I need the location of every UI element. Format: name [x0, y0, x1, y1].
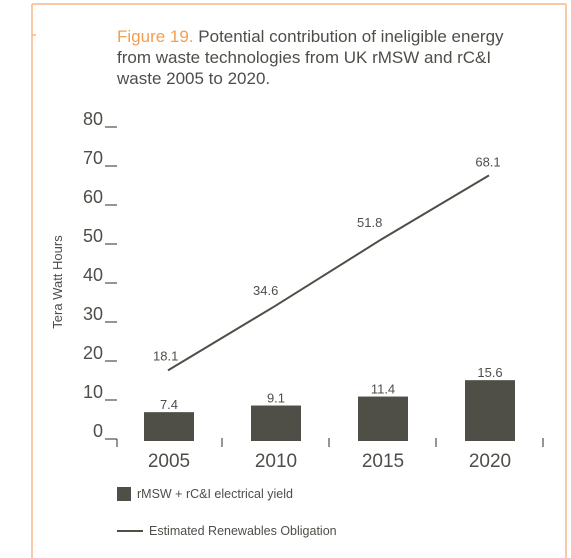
x-tick-label: 2010 [255, 451, 297, 472]
y-tick-label: 50 [83, 226, 103, 246]
chart-title-text: Potential contribution of ineligible ene… [117, 27, 504, 88]
y-tick-label: 30 [83, 304, 103, 324]
y-tick-label: 20 [83, 343, 103, 363]
legend-item-line: Estimated Renewables Obligation [117, 524, 337, 538]
legend-swatch-bar [117, 487, 131, 501]
bar [358, 396, 408, 441]
y-tick-label: 10 [83, 382, 103, 402]
x-tick-label: 2020 [469, 451, 511, 472]
legend-label-bar: rMSW + rC&I electrical yield [137, 487, 293, 501]
bar [251, 405, 301, 441]
y-tick-label: 60 [83, 187, 103, 207]
line-series: 18.1 34.6 51.8 68.1 [153, 154, 501, 372]
bar-data-label: 9.1 [267, 391, 285, 406]
bar-series: 7.4 9.1 11.4 15.6 [144, 365, 515, 441]
legend-label-line: Estimated Renewables Obligation [149, 524, 337, 538]
y-axis: 0 10 20 30 40 50 60 70 80 [83, 109, 118, 447]
line-data-label: 68.1 [475, 154, 500, 169]
y-tick-label: 0 [93, 421, 103, 441]
y-axis-label: Tera Watt Hours [50, 235, 65, 329]
bar [465, 380, 515, 441]
y-tick-label: 70 [83, 148, 103, 168]
x-tick-label: 2005 [148, 451, 190, 472]
x-tick-label: 2015 [362, 451, 404, 472]
bar-data-label: 15.6 [477, 365, 502, 380]
bar [144, 412, 194, 441]
series-line [167, 174, 490, 372]
legend-swatch-line [117, 530, 143, 532]
legend-item-bar: rMSW + rC&I electrical yield [117, 487, 293, 501]
line-data-label: 51.8 [357, 215, 382, 230]
bar-data-label: 7.4 [160, 397, 178, 412]
line-data-label: 34.6 [253, 283, 278, 298]
y-tick-label: 80 [83, 109, 103, 129]
chart-title: Figure 19. Potential contribution of ine… [117, 26, 537, 89]
bar-data-label: 11.4 [371, 382, 395, 397]
figure-label: Figure 19. [117, 27, 194, 46]
x-axis: 2005 2010 2015 2020 [148, 438, 544, 472]
y-tick-label: 40 [83, 265, 103, 285]
line-data-label: 18.1 [153, 348, 178, 363]
